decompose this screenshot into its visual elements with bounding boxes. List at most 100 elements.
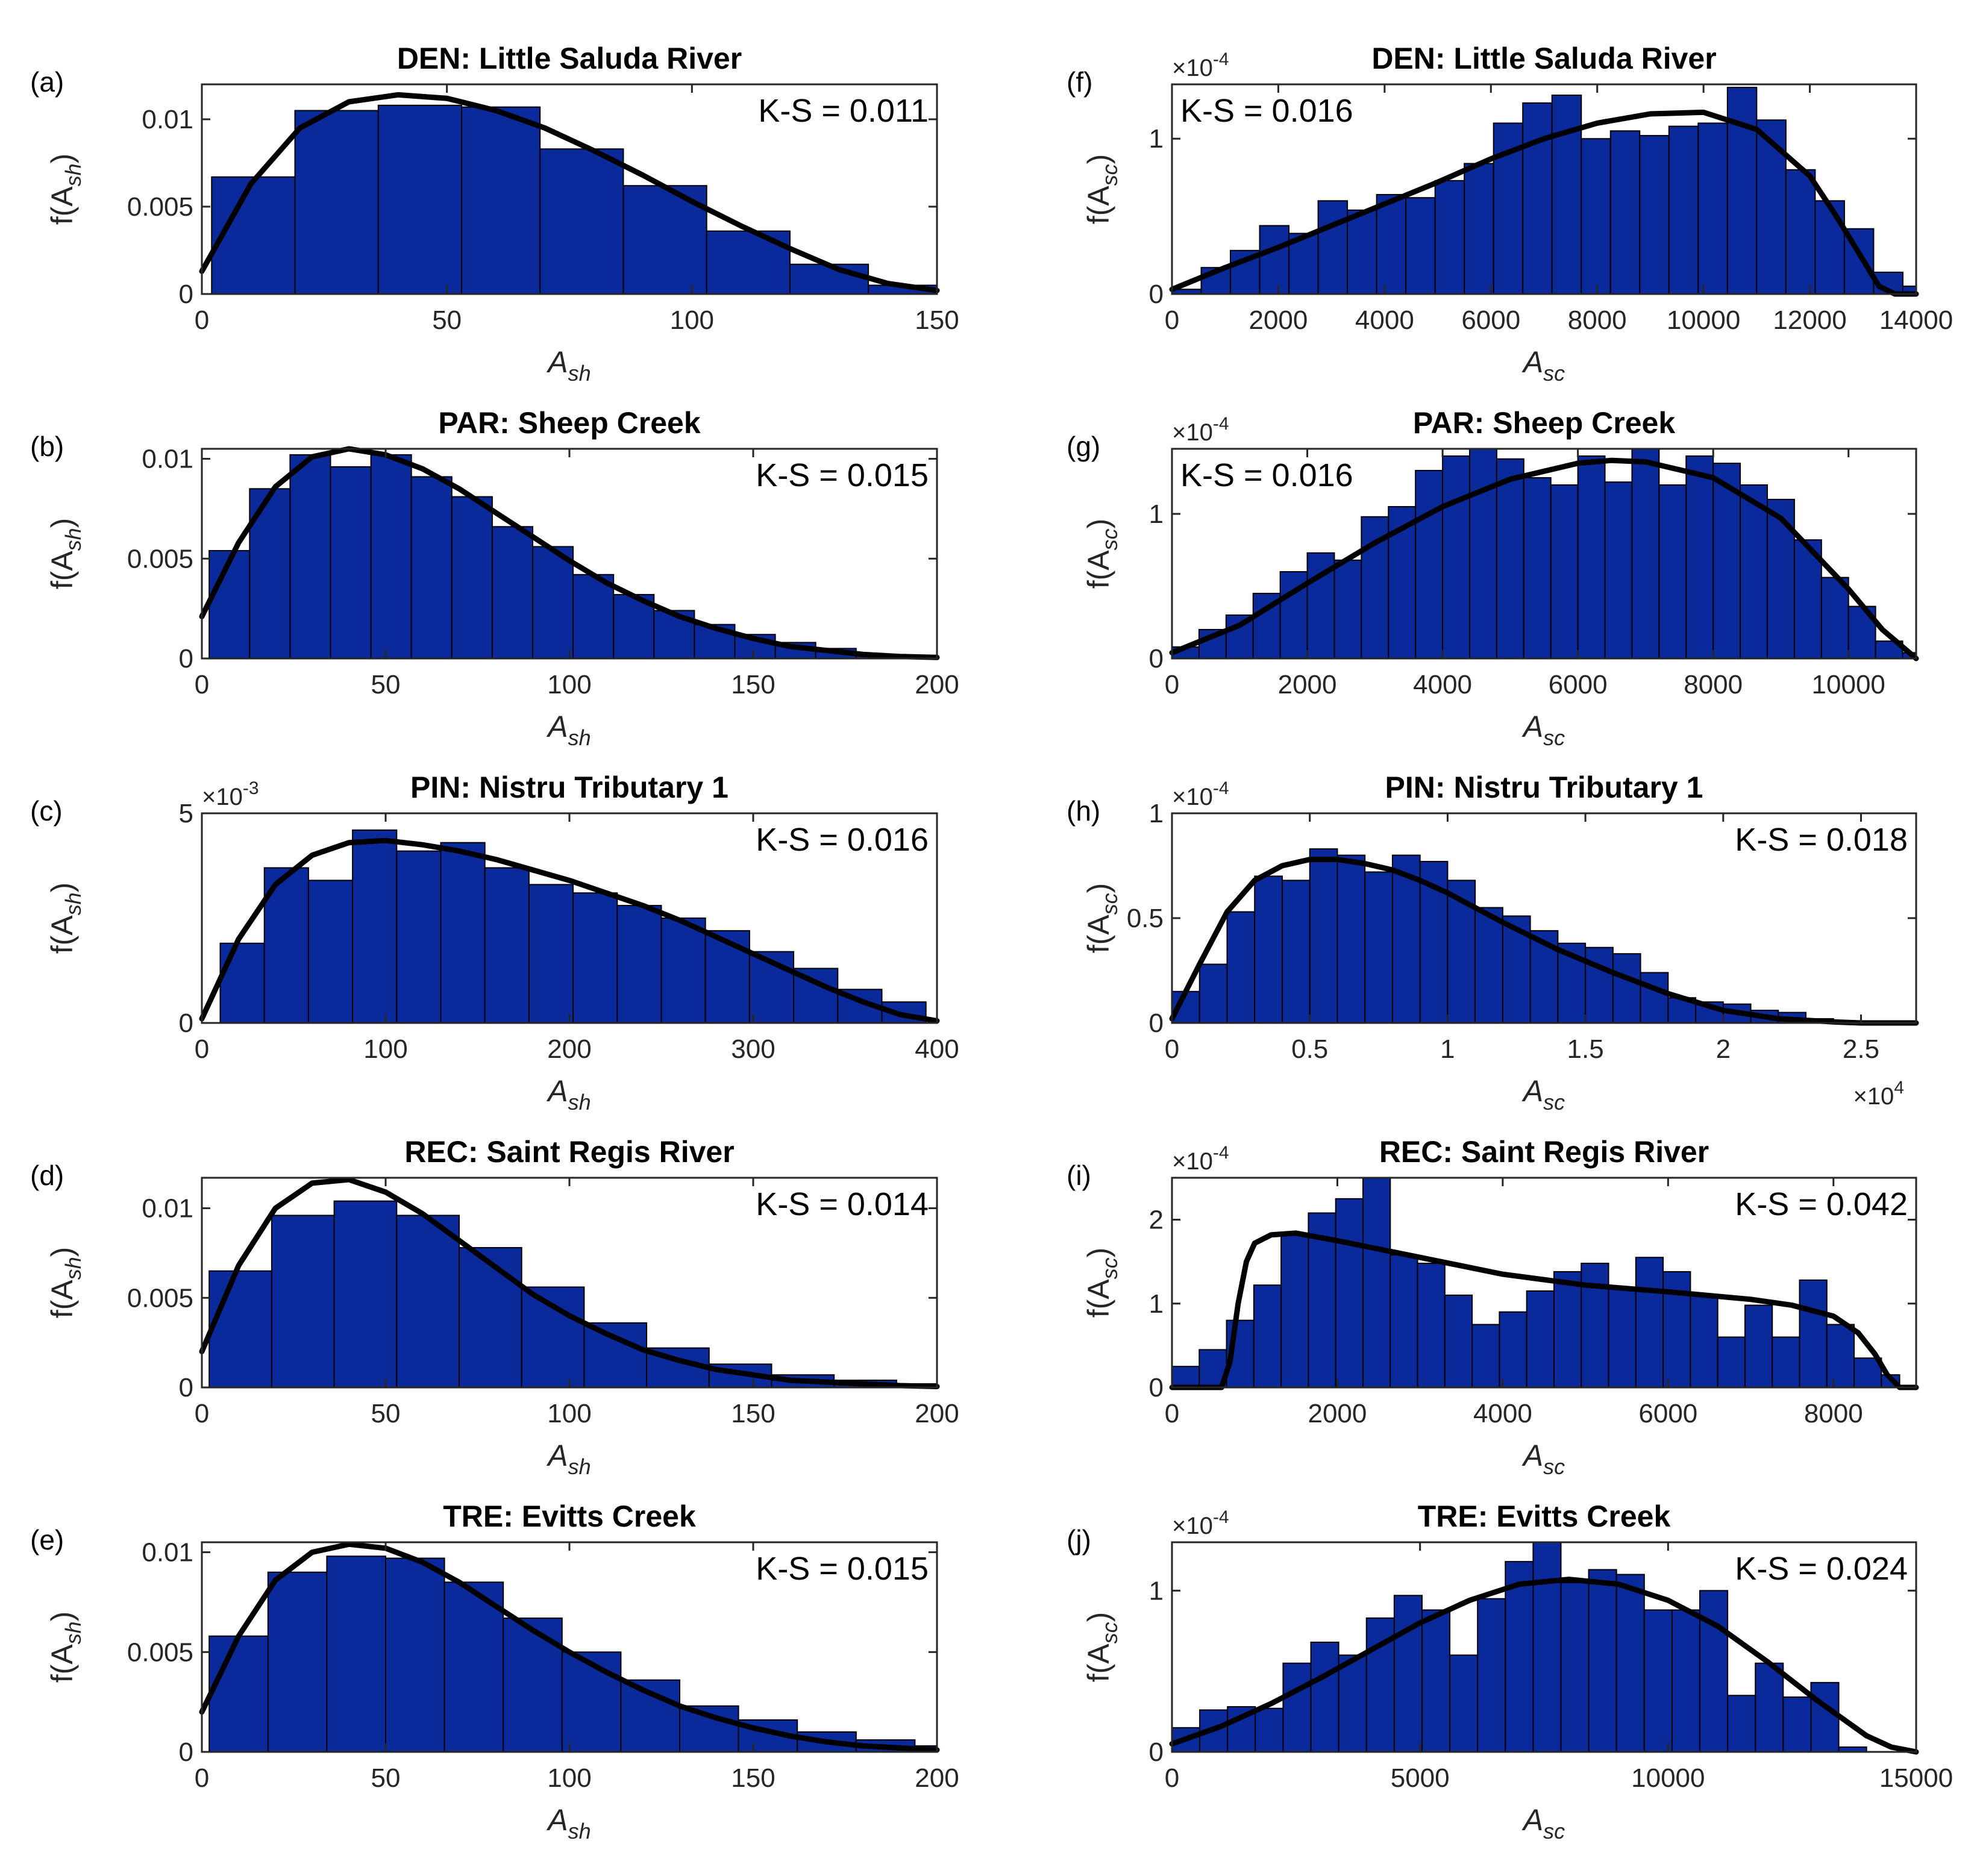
histogram-bar [1785, 169, 1816, 295]
histogram-bar [1362, 1177, 1391, 1388]
panel-label: (b) [30, 431, 64, 462]
histogram-bar [370, 454, 412, 659]
y-tick-label: 0.01 [142, 105, 193, 134]
histogram-bar [1740, 484, 1768, 659]
histogram-bar [396, 850, 442, 1024]
histogram-bar [1496, 458, 1524, 659]
x-tick-label: 100 [547, 670, 591, 699]
panel-title: REC: Saint Regis River [404, 1135, 734, 1169]
x-tick-label: 50 [432, 305, 462, 335]
x-tick-label: 0 [1165, 305, 1179, 335]
histogram-bar [1347, 209, 1377, 295]
x-tick-label: 0 [1165, 1399, 1179, 1428]
histogram-bar [1336, 854, 1366, 1024]
histogram-bar [1171, 1366, 1200, 1388]
histogram-bar [1421, 1609, 1451, 1752]
histogram-bar [1826, 1324, 1855, 1389]
x-tick-label: 200 [915, 1763, 959, 1793]
panel-title: DEN: Little Saluda River [397, 42, 742, 75]
x-tick-label: 300 [731, 1034, 775, 1064]
y-axis-label: f(Asc) [1082, 1612, 1122, 1683]
panel-label: (j) [1067, 1524, 1091, 1556]
fit-curve [199, 92, 940, 293]
histogram-bar [1281, 880, 1311, 1024]
histogram-bar [211, 176, 296, 295]
panel-title: DEN: Little Saluda River [1371, 42, 1716, 75]
x-axis-label: Ash [546, 1074, 591, 1115]
x-tick-label: 2000 [1278, 670, 1337, 699]
x-tick-label: 8000 [1568, 305, 1627, 335]
histogram-bar [1631, 448, 1660, 659]
histogram-bar [1585, 946, 1614, 1024]
fit-curve [199, 446, 940, 660]
histogram-bar [1376, 194, 1407, 295]
x-axis-label: Ash [546, 710, 591, 750]
histogram-bar [326, 1556, 387, 1752]
histogram-bar [1335, 1198, 1364, 1389]
panel-label: (e) [30, 1524, 64, 1556]
x-tick-label: 50 [371, 1399, 401, 1428]
histogram-bar [1253, 1284, 1282, 1389]
histogram-bar [1581, 1262, 1609, 1388]
y-multiplier: ×10-4 [1172, 778, 1229, 810]
x-tick-label: 0 [1165, 670, 1179, 699]
y-axis-label: f(Ash) [45, 518, 86, 590]
x-tick-label: 0 [195, 305, 209, 335]
y-multiplier: ×10-4 [1172, 414, 1229, 446]
panel-title: PAR: Sheep Creek [1413, 406, 1676, 440]
histogram-bar [1464, 163, 1494, 295]
x-tick-label: 100 [547, 1763, 591, 1793]
fit-curve [199, 1541, 940, 1753]
histogram-bar [459, 1247, 522, 1388]
panel-title: PAR: Sheep Creek [438, 406, 701, 440]
y-tick-label: 0 [1149, 280, 1164, 309]
histogram-bar [1405, 197, 1436, 295]
x-tick-label: 10000 [1812, 670, 1885, 699]
panel-b: 0 50 100 150 200 0 0.005 0.01 PAR: Sheep Creek (b… [30, 406, 959, 750]
histogram-bar [1712, 463, 1741, 659]
histogram-bar [294, 110, 379, 295]
histogram-bar [1697, 122, 1728, 295]
histogram-bar [1226, 911, 1256, 1024]
histogram-bar [1280, 1234, 1309, 1388]
axes-box [1171, 448, 1917, 660]
ks-statistic: K-S = 0.016 [1180, 457, 1353, 493]
histogram-bar [396, 1215, 460, 1388]
fit-curve [1169, 1577, 1919, 1755]
y-tick-label: 0 [1149, 1008, 1164, 1038]
fit-curve [199, 1177, 940, 1389]
histogram-bar [1469, 448, 1497, 659]
panel-label: (h) [1067, 795, 1100, 827]
y-tick-label: 0.005 [127, 1637, 193, 1667]
histogram-bar [289, 454, 331, 659]
histogram-bar [491, 526, 534, 659]
histogram-bar [1310, 1641, 1339, 1752]
histogram-bar [1444, 1294, 1473, 1388]
histogram-bar [503, 1617, 563, 1753]
histogram-bar [333, 1200, 398, 1388]
x-tick-label: 50 [371, 670, 401, 699]
x-tick-label: 6000 [1638, 1399, 1697, 1428]
panel-j: 0 5000 10000 15000 0 1 ×10-4 TRE: Evitts Creek (… [1067, 1499, 1953, 1843]
histogram-bar [1282, 1662, 1312, 1753]
histogram-bar [1755, 1662, 1784, 1753]
x-multiplier: ×104 [1853, 1078, 1904, 1110]
panel-label: (d) [30, 1160, 64, 1191]
panel-label: (a) [30, 66, 64, 98]
ks-statistic: K-S = 0.011 [758, 93, 929, 129]
histogram-bar [1254, 875, 1283, 1024]
histogram-bar [1744, 1304, 1773, 1388]
histogram-bar [1639, 135, 1670, 295]
histogram-bar [1717, 1336, 1746, 1388]
x-tick-label: 14000 [1879, 305, 1953, 335]
panel-label: (g) [1067, 431, 1100, 462]
y-axis-label: f(Asc) [1082, 519, 1122, 589]
histogram-bar [1553, 1271, 1582, 1389]
y-tick-label: 0.5 [1127, 904, 1164, 933]
histogram-bar [1550, 484, 1579, 659]
histogram-bar [572, 892, 618, 1024]
y-tick-label: 1 [1149, 1289, 1164, 1319]
histogram-bar [528, 884, 574, 1024]
histogram-bar [1727, 1695, 1756, 1752]
y-tick-label: 0 [179, 644, 193, 674]
